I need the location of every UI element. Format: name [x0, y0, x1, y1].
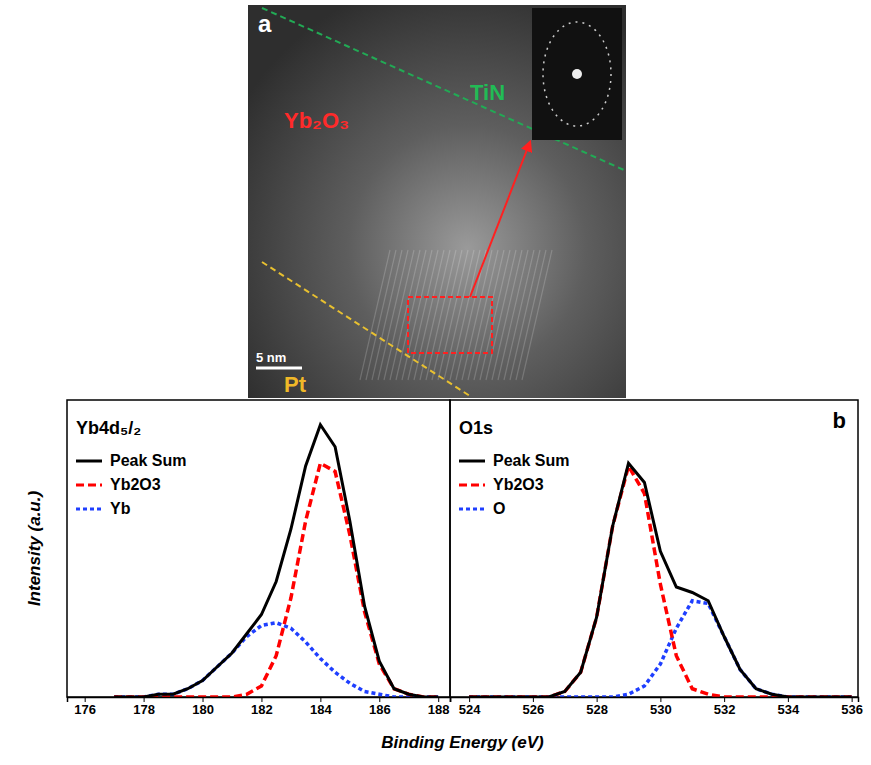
scale-bar-label: 5 nm [256, 350, 286, 365]
legend-swatch [459, 484, 485, 487]
xps-panel: 176 178 180 182 184 186 188 Yb4d₅/₂ Peak Sum Yb2O… [67, 400, 451, 717]
tick-label: 528 [586, 702, 608, 717]
tick-label: 534 [778, 702, 800, 717]
x-axis: 524 526 528 530 532 534 536 [451, 697, 863, 717]
tin-interface [262, 8, 624, 170]
tick: 182 [251, 697, 273, 717]
figure: a TiN Yb₂O₃ Pt 5 nm 176 178 180 182 184 186 188 Yb4d… [0, 0, 871, 765]
legend: Peak Sum Yb2O3 Yb [76, 452, 186, 517]
tick: 534 [778, 697, 800, 717]
tick-label: 524 [459, 702, 481, 717]
panel-letter: b [833, 408, 846, 433]
layer-label: Yb₂O₃ [284, 108, 349, 133]
tick: 528 [586, 697, 608, 717]
fft-center [572, 69, 582, 79]
panel-a: a TiN Yb₂O₃ Pt 5 nm [248, 5, 626, 398]
legend: Peak Sum Yb2O3 O [459, 452, 569, 517]
tick-label: 188 [428, 702, 450, 717]
x-axis: 176 178 180 182 184 186 188 [68, 697, 451, 717]
tick-label: 526 [523, 702, 545, 717]
layer-label: TiN [470, 80, 505, 105]
tick-label: 186 [369, 702, 391, 717]
tick: 186 [369, 697, 391, 717]
arrow [470, 142, 530, 297]
y-axis-title: Intensity (a.u.) [25, 491, 44, 607]
xps-panel: 524 526 528 530 532 534 536 O1sPeak Sum Yb2O3 O [450, 400, 863, 717]
tick: 530 [650, 697, 672, 717]
panel-title: O1s [459, 418, 493, 438]
tick: 178 [133, 697, 155, 717]
legend-swatch [76, 460, 102, 463]
tick: 526 [523, 697, 545, 717]
panel-letter: a [258, 10, 272, 37]
tick: 188 [428, 697, 450, 717]
plot-frame [67, 400, 450, 697]
legend-swatch [459, 508, 485, 511]
scale-bar [256, 367, 302, 370]
x-axis-title: Binding Energy (eV) [381, 733, 544, 752]
lattice-fringes [360, 250, 552, 380]
spectrum-line [469, 601, 852, 697]
legend-label: O [493, 500, 505, 517]
spectrum-line [469, 463, 852, 697]
plot-area [469, 463, 852, 697]
spectrum-line [469, 466, 852, 697]
tick-label: 530 [650, 702, 672, 717]
tick-label: 532 [714, 702, 736, 717]
legend-swatch [76, 484, 102, 487]
legend-swatch [76, 508, 102, 511]
fft-ring [543, 22, 611, 126]
legend-label: Peak Sum [493, 452, 569, 469]
tick-label: 178 [133, 702, 155, 717]
legend-label: Yb [110, 500, 131, 517]
plot-frame [450, 400, 858, 697]
legend-label: Peak Sum [110, 452, 186, 469]
tick: 532 [714, 697, 736, 717]
fft-inset [532, 8, 622, 140]
tick-label: 176 [74, 702, 96, 717]
layer-label: Pt [284, 372, 307, 397]
spectrum-line [114, 623, 438, 697]
legend-label: Yb2O3 [493, 476, 544, 493]
tick: 176 [74, 697, 96, 717]
pt-interface [262, 262, 470, 396]
tick-label: 536 [841, 702, 863, 717]
panel-title: Yb4d₅/₂ [76, 418, 141, 438]
tick: 184 [310, 697, 332, 717]
legend-swatch [459, 460, 485, 463]
tick-label: 180 [192, 702, 214, 717]
tick: 180 [192, 697, 214, 717]
fft-region [408, 297, 492, 353]
legend-label: Yb2O3 [110, 476, 161, 493]
tick: 524 [459, 697, 481, 717]
tick-label: 182 [251, 702, 273, 717]
micrograph [248, 5, 626, 398]
tick: 536 [841, 697, 863, 717]
tick-label: 184 [310, 702, 332, 717]
